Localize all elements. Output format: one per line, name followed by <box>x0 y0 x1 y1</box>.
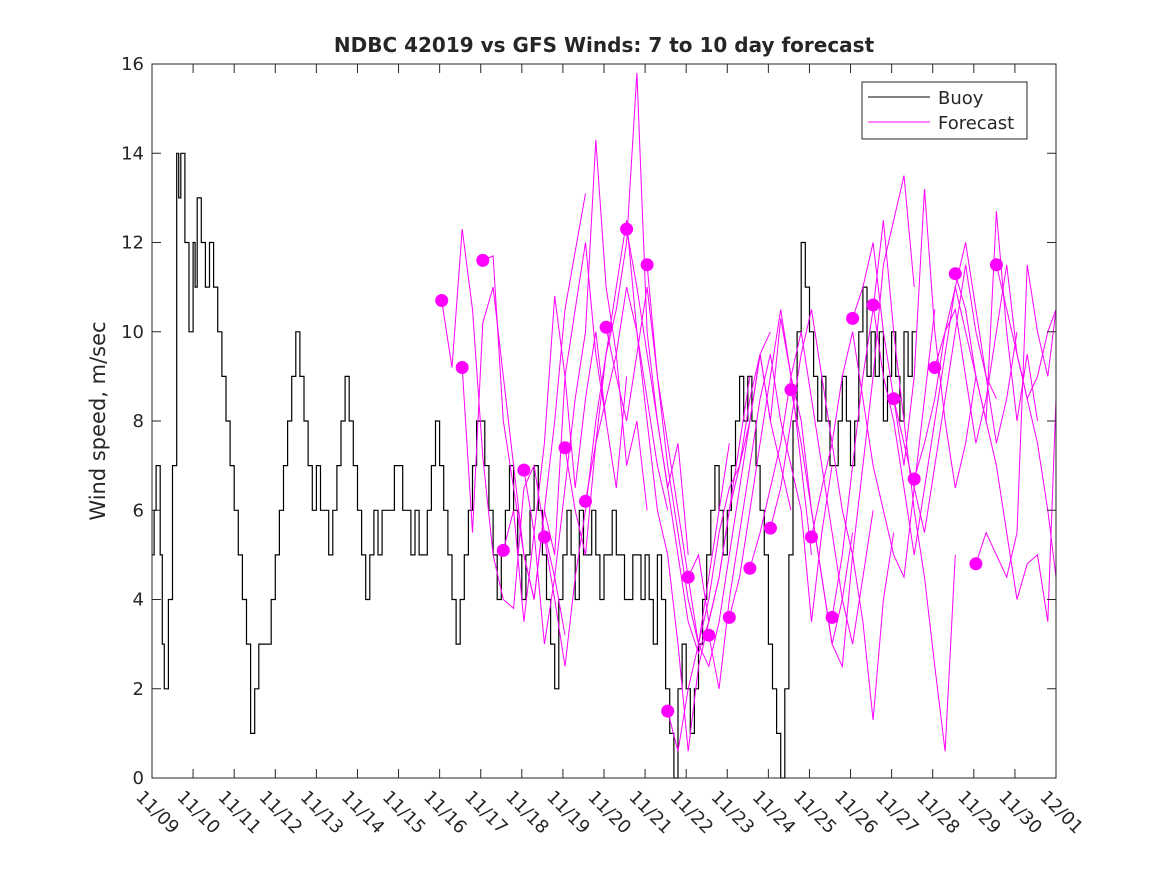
forecast-point <box>681 570 695 584</box>
forecast-point <box>558 441 572 455</box>
plot-background <box>152 64 1056 778</box>
forecast-point <box>599 320 613 334</box>
y-tick-label: 8 <box>133 411 144 432</box>
forecast-line <box>872 242 997 555</box>
forecast-point <box>517 463 531 477</box>
forecast-point <box>969 557 983 571</box>
forecast-line <box>893 264 1018 533</box>
y-tick-label: 14 <box>121 143 144 164</box>
forecast-point <box>887 392 901 406</box>
forecast-line <box>523 139 648 645</box>
forecast-point <box>805 530 818 544</box>
y-tick-label: 0 <box>133 768 144 789</box>
y-tick-label: 16 <box>121 54 144 75</box>
forecast-line <box>790 175 915 669</box>
forecast-line <box>605 287 730 645</box>
forecast-point <box>825 610 839 624</box>
legend: Buoy Forecast <box>861 81 1028 140</box>
forecast-point <box>640 258 654 272</box>
legend-buoy-label: Buoy <box>938 88 984 109</box>
forecast-point <box>907 472 921 486</box>
forecast-line <box>954 273 1057 622</box>
legend-box <box>861 81 1028 140</box>
forecast-point <box>620 222 634 236</box>
forecast-line <box>831 220 956 752</box>
forecast-line <box>749 331 874 645</box>
forecast-point <box>661 704 675 718</box>
forecast-point <box>763 521 777 535</box>
forecast-point <box>784 383 798 397</box>
y-tick-label: 12 <box>121 233 144 254</box>
plot-area <box>151 63 1057 779</box>
forecast-point <box>435 294 449 307</box>
y-axis: 0 2 4 6 8 10 12 14 16 <box>121 54 1056 789</box>
forecast-points <box>435 222 1003 718</box>
y-tick-label: 10 <box>121 322 144 343</box>
forecast-point <box>722 610 736 624</box>
forecast-point <box>743 561 757 575</box>
forecast-point <box>928 361 942 374</box>
forecast-point <box>866 298 880 312</box>
forecast-point <box>702 628 716 642</box>
legend-forecast-label: Forecast <box>938 113 1014 134</box>
forecast-line <box>482 242 607 600</box>
forecast-point <box>455 361 469 374</box>
forecast-point <box>537 530 551 544</box>
y-tick-label: 6 <box>133 500 144 521</box>
forecast-line <box>708 353 833 689</box>
forecast-point <box>846 311 860 325</box>
buoy-line <box>152 152 917 779</box>
y-tick-label: 4 <box>133 590 144 611</box>
forecast-point <box>476 253 490 267</box>
forecast-point <box>579 494 592 508</box>
chart-title: NDBC 42019 vs GFS Winds: 7 to 10 day for… <box>334 33 875 57</box>
forecast-point <box>989 258 1003 272</box>
y-axis-label: Wind speed, m/sec <box>86 321 110 520</box>
y-tick-label: 2 <box>133 679 144 700</box>
buoy-series <box>152 152 917 779</box>
forecast-line <box>934 264 1057 578</box>
forecast-line <box>852 188 977 489</box>
forecast-series <box>441 72 1057 752</box>
forecast-line <box>975 264 1057 579</box>
forecast-point <box>948 267 962 281</box>
forecast-line <box>502 295 628 622</box>
forecast-line <box>585 286 710 752</box>
forecast-point <box>496 543 510 557</box>
